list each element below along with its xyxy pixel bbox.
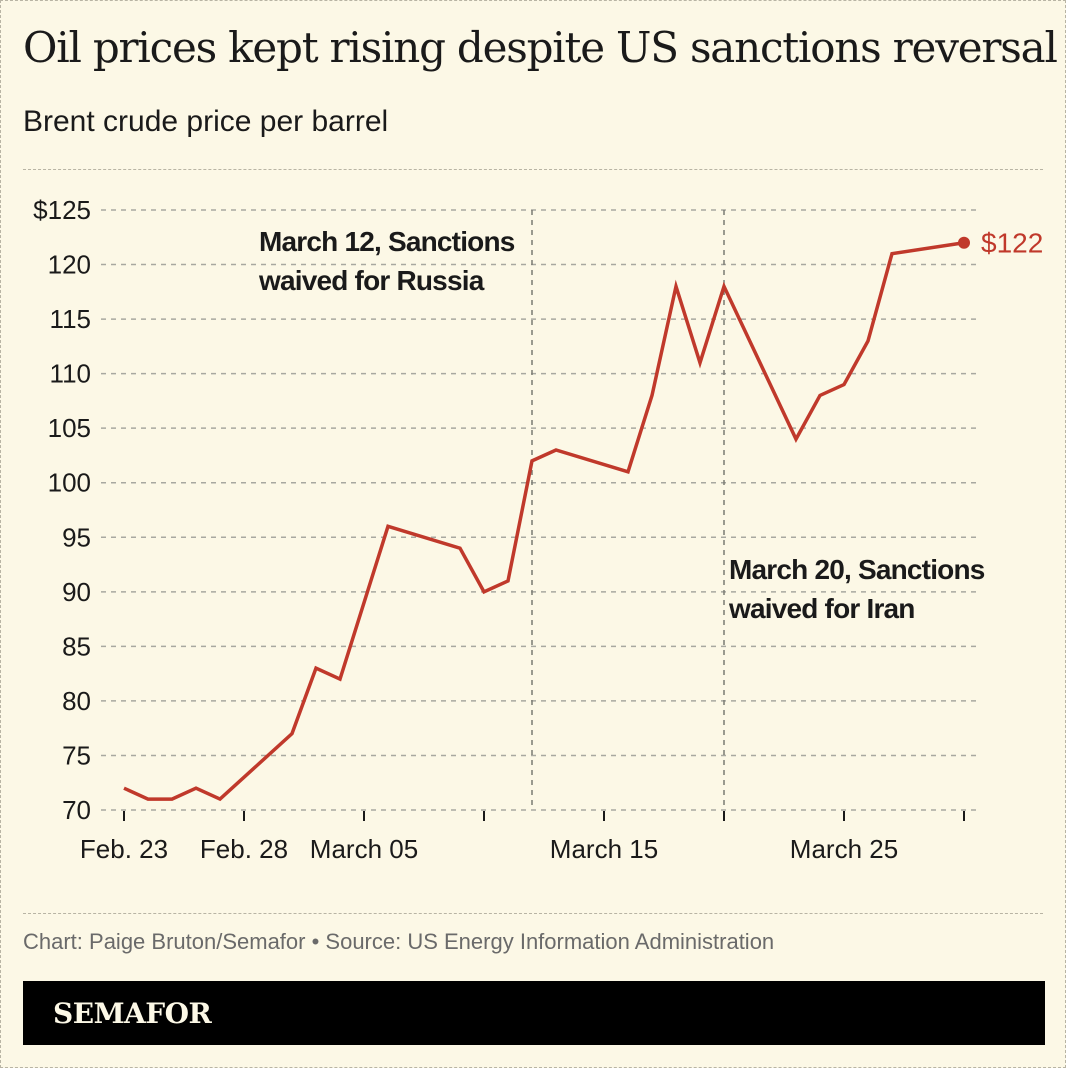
- x-tick-label: March 15: [550, 834, 658, 864]
- y-tick-label: 80: [62, 686, 91, 716]
- y-tick-label: 105: [48, 413, 91, 443]
- chart-subtitle: Brent crude price per barrel: [23, 105, 389, 138]
- y-tick-label: 90: [62, 577, 91, 607]
- source-credit: Chart: Paige Bruton/Semafor • Source: US…: [23, 929, 775, 954]
- x-tick-label: March 05: [310, 834, 418, 864]
- x-tick-label: March 25: [790, 834, 898, 864]
- data-point: [958, 236, 970, 249]
- y-tick-label: 70: [62, 795, 91, 825]
- line-chart: 70 75 80 85 90 95 100 105 110 115 120 $125 Feb. 23 Fe…: [33, 195, 1043, 864]
- annotation-text: waived for Russia: [258, 265, 485, 296]
- y-tick-label: 75: [62, 740, 91, 770]
- bottom-divider: [23, 913, 1043, 914]
- y-tick-label: 120: [48, 250, 91, 280]
- chart-title: Oil prices kept rising despite US sancti…: [23, 23, 1058, 72]
- y-tick-label: 100: [48, 468, 91, 498]
- price-line: [123, 240, 965, 802]
- y-tick-label: 110: [50, 359, 91, 389]
- x-tick-label: Feb. 28: [200, 834, 288, 864]
- x-tick-label: Feb. 23: [80, 834, 168, 864]
- annotation-text: March 20, Sanctions: [729, 554, 985, 585]
- y-tick-label: $125: [33, 195, 91, 225]
- end-value-label: $122: [981, 228, 1043, 259]
- annotation-text: March 12, Sanctions: [259, 226, 515, 257]
- semafor-logo: SEMAFOR: [53, 997, 212, 1030]
- y-tick-label: 85: [62, 631, 91, 661]
- brand-bar: SEMAFOR: [23, 981, 1045, 1045]
- annotation-text: waived for Iran: [728, 593, 915, 624]
- top-divider: [23, 169, 1043, 170]
- y-tick-label: 95: [62, 522, 91, 552]
- y-tick-label: 115: [50, 304, 91, 334]
